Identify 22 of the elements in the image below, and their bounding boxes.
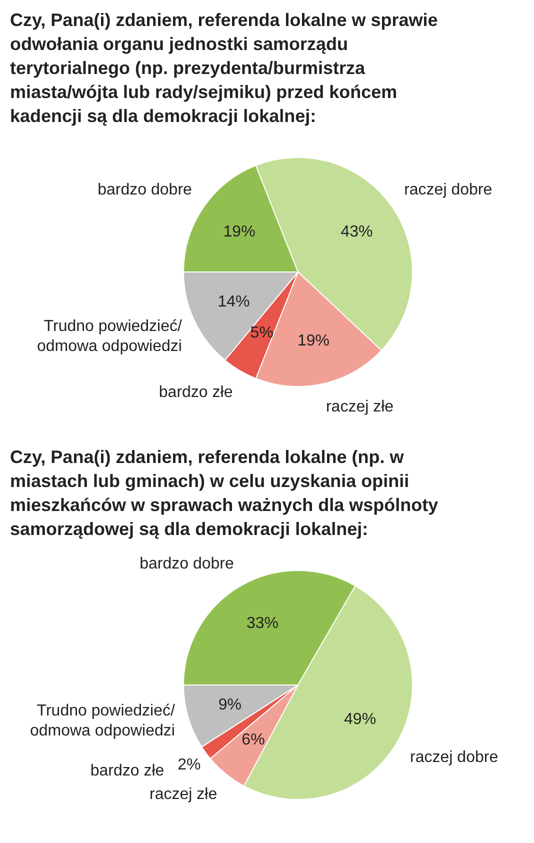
slice-label: raczej dobre — [410, 748, 498, 766]
slice-label: raczej złe — [326, 398, 394, 416]
data-label: 19% — [223, 224, 256, 241]
slice-label: bardzo dobre — [98, 181, 192, 198]
data-label: 6% — [242, 732, 265, 749]
slice-label: raczej złe — [150, 786, 218, 803]
slice-label: Trudno powiedzieć/ odmowa odpowiedzi — [36, 318, 183, 356]
slice-label: bardzo złe — [158, 384, 233, 401]
data-label: 2% — [178, 756, 201, 774]
data-label: 49% — [344, 710, 376, 728]
slice-label: Trudno powiedzieć/ odmowa odpowiedzi — [30, 702, 176, 740]
data-label: 5% — [250, 324, 274, 342]
chart-title: Czy, Pana(i) zdaniem, referenda lokalne w sprawie odwołania organu jednostki samorządu terytorialnego (np. prezydenta/burmistrza miasta/wójta lub rady/sejmiku) przed końcem kadencji są dla demokracji lokalnej: — [9, 9, 439, 128]
slice-label: bardzo dobre — [140, 555, 234, 572]
data-label: 14% — [218, 294, 250, 311]
chart-title: Czy, Pana(i) zdaniem, referenda lokalne (np. w miastach lub gminach) w celu uzyskania opinii mieszkańców w sprawach ważnych dla wspólnoty samorządowej są dla demokracji lokalnej: — [9, 446, 440, 541]
data-label: 9% — [218, 696, 242, 714]
slice-label: bardzo złe — [90, 762, 164, 780]
slice-label: raczej dobre — [404, 181, 492, 198]
data-label: 19% — [297, 332, 330, 350]
data-label: 43% — [340, 224, 373, 241]
data-label: 33% — [246, 614, 279, 632]
